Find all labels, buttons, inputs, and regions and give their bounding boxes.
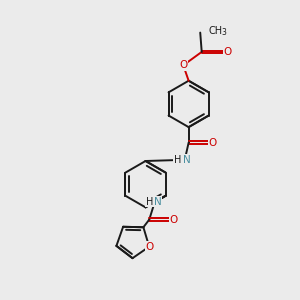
Text: O: O xyxy=(224,47,232,57)
Text: N: N xyxy=(183,155,191,165)
Text: CH: CH xyxy=(208,26,223,36)
Text: O: O xyxy=(208,138,217,148)
Text: O: O xyxy=(169,214,178,224)
Text: H: H xyxy=(146,197,153,207)
Text: O: O xyxy=(145,242,153,252)
Text: 3: 3 xyxy=(221,28,226,37)
Text: N: N xyxy=(154,197,161,207)
Text: O: O xyxy=(179,60,188,70)
Text: H: H xyxy=(174,155,181,165)
